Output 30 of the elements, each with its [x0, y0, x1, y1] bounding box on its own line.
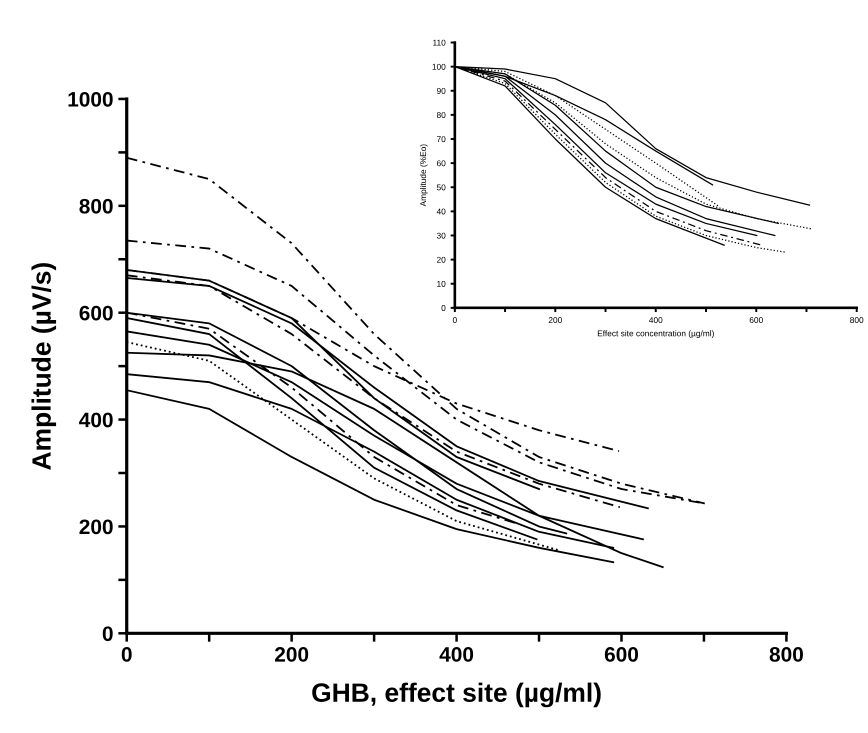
x-tick-label: 600	[750, 317, 763, 324]
y-tick-label: 70	[436, 136, 446, 142]
x-axis-title: Effect site concentration (µg/ml)	[598, 330, 714, 338]
y-tick-label: 1000	[68, 92, 113, 107]
x-tick-label: 200	[274, 647, 308, 662]
y-tick-label: 90	[436, 88, 446, 94]
y-tick-label: 200	[80, 519, 113, 534]
y-tick-label: 800	[79, 198, 113, 214]
x-tick-label: 0	[122, 647, 132, 662]
y-tick-label: 400	[79, 412, 113, 428]
y-tick-label: 60	[436, 160, 446, 166]
x-tick-label: 400	[649, 317, 662, 324]
x-axis-title: GHB, effect site (µg/ml)	[312, 682, 601, 708]
y-axis-title: Amplitude (%Eo)	[420, 144, 428, 206]
y-tick-label: 0	[441, 305, 446, 311]
x-tick-label: 800	[770, 647, 803, 662]
x-tick-label: 600	[604, 647, 638, 662]
y-tick-label: 80	[436, 112, 446, 118]
y-tick-label: 110	[433, 40, 446, 46]
y-tick-label: 20	[436, 256, 446, 263]
y-tick-label: 40	[436, 208, 446, 214]
y-tick-label: 50	[436, 184, 446, 190]
y-tick-label: 100	[432, 64, 446, 70]
x-tick-label: 200	[548, 317, 562, 324]
y-tick-label: 0	[102, 626, 113, 642]
y-tick-label: 10	[437, 280, 446, 287]
y-tick-label: 30	[436, 232, 446, 239]
x-tick-label: 0	[452, 317, 457, 324]
y-axis-title: Amplitude (µV/s)	[31, 263, 56, 470]
x-tick-label: 800	[850, 317, 864, 324]
